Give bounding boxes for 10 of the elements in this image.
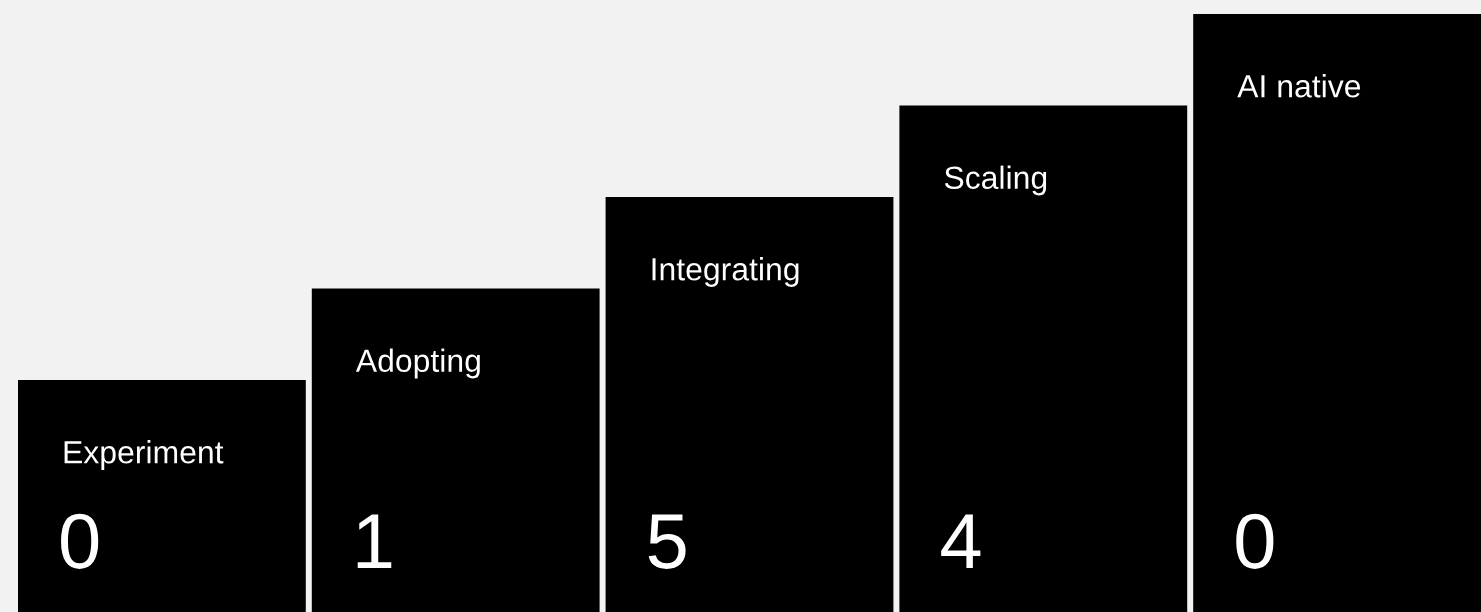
data-label: 0: [1236, 513, 1274, 569]
data-label: 5: [648, 514, 686, 569]
category-label: Scaling: [944, 165, 1047, 196]
data-label: 4: [941, 514, 981, 569]
category-label: Adopting: [355, 348, 480, 379]
category-label: AI native: [1237, 74, 1361, 98]
data-label: 0: [61, 513, 99, 569]
category-label: Integrating: [652, 257, 799, 287]
data-label: 1: [357, 514, 392, 569]
category-label: Experiment: [64, 440, 224, 470]
